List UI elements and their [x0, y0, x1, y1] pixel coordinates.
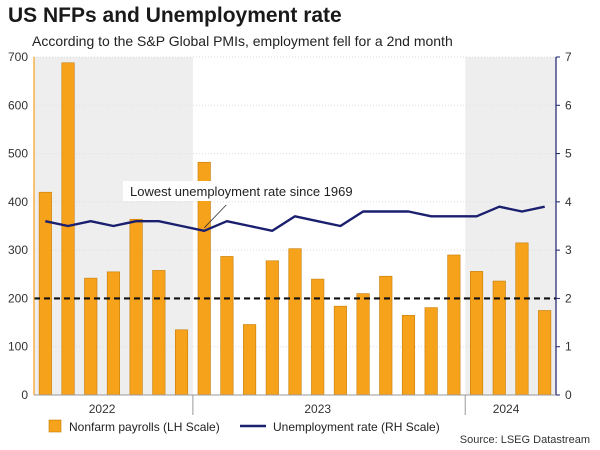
annotation-label: Lowest unemployment rate since 1969 [130, 184, 353, 199]
payroll-bar [243, 324, 257, 396]
x-year-label-2022: 2022 [89, 402, 116, 416]
payroll-bar [447, 254, 461, 396]
payroll-bar [61, 62, 75, 396]
annotation-leader [203, 204, 227, 229]
right-tick-label: 3 [565, 243, 572, 257]
payroll-bar [379, 275, 393, 396]
payroll-bar [333, 305, 347, 396]
left-tick-label: 600 [8, 98, 28, 112]
payroll-bar [152, 270, 166, 396]
payroll-bar [424, 307, 438, 396]
legend-bar-label: Nonfarm payrolls (LH Scale) [69, 420, 220, 434]
left-tick-label: 100 [8, 340, 28, 354]
right-tick-label: 2 [565, 291, 572, 305]
left-tick-label: 400 [8, 195, 28, 209]
x-year-label-2023: 2023 [304, 402, 331, 416]
payroll-bar [356, 293, 370, 396]
unemployment-line [45, 205, 545, 233]
right-tick-label: 4 [565, 195, 572, 209]
payroll-bar [311, 278, 325, 396]
right-tick-label: 5 [565, 147, 572, 161]
right-tick-label: 7 [565, 50, 572, 64]
payroll-bar [470, 271, 484, 396]
chart-title: US NFPs and Unemployment rate [8, 4, 342, 27]
legend-bar-swatch [48, 419, 62, 433]
right-tick-label: 0 [565, 388, 572, 402]
source-note: Source: LSEG Datastream [459, 434, 590, 446]
right-tick-label: 6 [565, 98, 572, 112]
payroll-bar [401, 315, 416, 396]
left-tick-label: 300 [8, 243, 28, 257]
payroll-bar [174, 329, 189, 396]
payroll-bar [129, 218, 143, 396]
right-tick-label: 1 [565, 340, 572, 354]
left-tick-label: 200 [8, 291, 28, 305]
payroll-bar [538, 310, 552, 396]
payroll-bar [106, 271, 120, 396]
chart-subtitle: According to the S&P Global PMIs, employ… [32, 33, 453, 49]
legend-line-label: Unemployment rate (RH Scale) [273, 420, 440, 434]
left-tick-label: 700 [8, 50, 28, 64]
payroll-bar [220, 256, 234, 396]
payroll-bar [515, 242, 529, 396]
payroll-bar [288, 248, 302, 396]
payroll-bar [265, 260, 279, 396]
left-tick-label: 500 [8, 147, 28, 161]
payroll-bar [84, 277, 98, 396]
annotation-box [123, 181, 337, 201]
x-year-label-2024: 2024 [493, 402, 520, 416]
left-tick-label: 0 [21, 388, 28, 402]
